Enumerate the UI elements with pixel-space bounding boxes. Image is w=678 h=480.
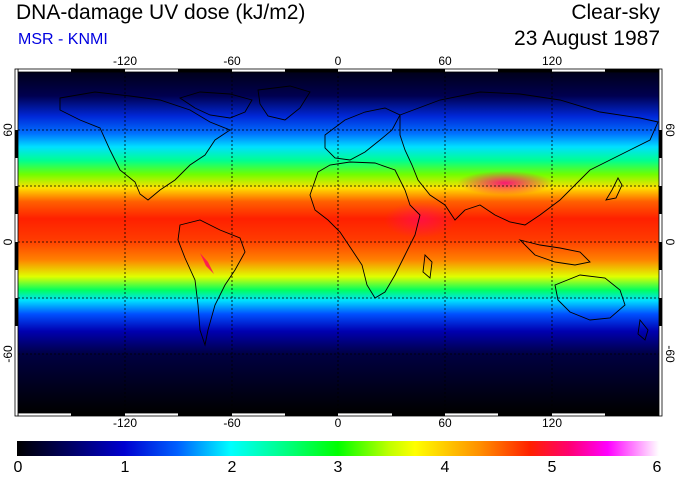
lon-tick-bottom: -60 [223,416,241,430]
lon-tick-bottom: 120 [542,416,562,430]
lon-tick-top: -120 [113,54,137,68]
lon-tick-top: 0 [335,54,342,68]
colorbar [17,441,659,456]
date-label: 23 August 1987 [514,27,660,50]
map-title: DNA-damage UV dose (kJ/m2) [16,1,306,24]
andes-hotspot [200,253,214,274]
colorbar-label: 5 [547,459,557,476]
lon-tick-top: 120 [542,54,562,68]
lat-tick-left: 0 [1,238,15,245]
lat-tick-right: 60 [663,123,677,137]
colorbar-label: 2 [227,459,237,476]
lat-tick-left: -60 [1,345,15,363]
uv-field [18,72,659,413]
colorbar-label: 3 [333,459,343,476]
colorbar-label: 0 [13,459,23,476]
map-frame [14,68,663,417]
colorbar-label: 4 [440,459,450,476]
lat-tick-right: 0 [663,239,677,246]
lon-tick-bottom: -120 [113,416,137,430]
colorbar-label: 1 [120,459,130,476]
source-label: MSR - KNMI [18,31,108,48]
colorbar-label: 6 [652,459,662,476]
lat-tick-left: 60 [1,123,15,137]
africa-hotspot [384,202,456,238]
tibet-hotspot [457,171,553,195]
sky-condition-label: Clear-sky [571,1,660,24]
lon-tick-top: -60 [223,54,241,68]
lon-tick-top: 60 [438,54,452,68]
coastlines [59,85,659,347]
lon-tick-bottom: 0 [335,416,342,430]
uv-dose-map: -120 -60 0 60 120 -120 -60 0 60 120 60 0… [1,54,677,430]
lat-tick-right: -60 [663,345,677,363]
graticule [18,72,659,413]
lon-tick-bottom: 60 [438,416,452,430]
